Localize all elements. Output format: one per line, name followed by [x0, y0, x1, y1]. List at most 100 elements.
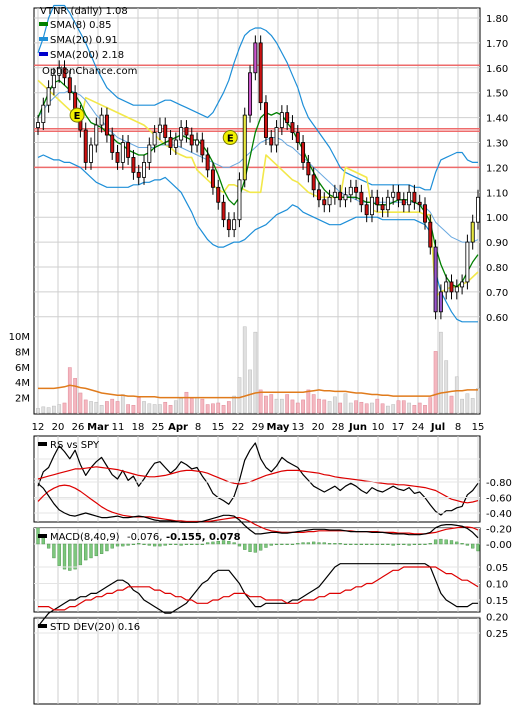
candle-body — [348, 186, 353, 196]
candle-body — [163, 124, 168, 138]
candle-body — [279, 112, 284, 128]
macd-histogram-bar — [152, 543, 157, 547]
macd-histogram-bar — [370, 543, 374, 546]
candle-body — [110, 134, 115, 153]
stddev-lines — [37, 563, 479, 627]
macd-histogram-bar — [349, 543, 353, 546]
macd-histogram-bar — [243, 543, 247, 550]
macd-histogram-bar — [354, 543, 358, 546]
volume-bar — [126, 404, 130, 414]
stddev-y-axis: 0.25 0.20 0.15 0.10 0.05 — [486, 563, 508, 640]
macd-histogram-bar — [269, 543, 273, 546]
volume-bar — [444, 360, 449, 414]
macd-y-tick-label: -0.20 — [486, 525, 512, 536]
candle-body — [253, 42, 258, 74]
macd-histogram-bar — [280, 543, 284, 546]
volume-y-tick-label: 10M — [9, 332, 30, 343]
volume-bar — [433, 351, 438, 414]
legend-swatch-sma200 — [39, 52, 48, 56]
volume-bar — [83, 399, 88, 414]
candle-body — [274, 127, 279, 146]
volume-bar — [52, 405, 56, 414]
volume-bar — [99, 405, 104, 414]
macd-histogram-bar — [99, 543, 104, 554]
volume-bar — [152, 404, 157, 414]
macd-histogram-bar — [84, 543, 88, 561]
macd-histogram-bar — [158, 543, 162, 547]
candle-body — [205, 154, 210, 171]
macd-histogram-bar — [386, 543, 390, 546]
volume-bar — [179, 398, 184, 414]
volume-bar — [195, 397, 199, 414]
candle-body — [338, 191, 343, 201]
price-y-tick-label: 1.30 — [486, 139, 508, 150]
date-x-tick-label: 29 — [252, 422, 265, 433]
macd-histogram — [36, 527, 480, 571]
candle-body — [168, 137, 173, 148]
candle-body — [131, 157, 136, 173]
candle-body — [237, 179, 242, 221]
date-x-tick-label: 13 — [292, 422, 305, 433]
macd-histogram-bar — [433, 539, 438, 545]
macd-histogram-bar — [407, 543, 411, 546]
volume-bar — [370, 402, 374, 414]
date-x-tick-label: Jun — [348, 422, 367, 433]
macd-histogram-bar — [301, 542, 305, 545]
volume-bar — [89, 401, 93, 414]
candle-body — [423, 204, 427, 223]
volume-bar — [311, 394, 316, 414]
candle-body — [232, 219, 237, 231]
volume-bar — [78, 392, 83, 414]
macd-histogram-bar — [142, 543, 146, 546]
volume-bar — [189, 398, 194, 414]
volume-bar — [391, 404, 396, 414]
price-y-tick-label: 0.90 — [486, 238, 508, 249]
date-x-tick-label: 17 — [392, 422, 405, 433]
rs-line — [37, 442, 479, 516]
macd-histogram-bar — [290, 543, 295, 546]
candle-body — [444, 281, 449, 293]
macd-histogram-bar — [190, 543, 194, 546]
macd-histogram-bar — [221, 540, 226, 545]
candle-body — [142, 162, 146, 178]
stddev-title: STD DEV(20) 0.16 — [50, 622, 140, 633]
date-x-tick-label: 15 — [212, 422, 225, 433]
volume-y-tick-label: 4M — [15, 378, 30, 389]
macd-y-tick-label: -0.00 — [486, 540, 512, 551]
candle-body — [62, 67, 67, 79]
macd-histogram-bar — [211, 541, 215, 545]
macd-histogram-bar — [179, 543, 183, 546]
macd-histogram-bar — [94, 543, 98, 557]
date-x-tick-label: 20 — [312, 422, 325, 433]
bollinger-upper-band — [37, 4, 478, 191]
macd-histogram-bar — [460, 543, 464, 545]
volume-bar — [285, 394, 290, 414]
volume-bar — [279, 398, 284, 414]
volume-bar — [105, 401, 109, 414]
volume-y-tick-label: 2M — [15, 394, 30, 405]
candle-body — [104, 114, 109, 136]
date-x-tick-label: Jul — [430, 422, 445, 433]
candle-body — [322, 199, 327, 206]
candle-body — [391, 191, 396, 198]
macd-histogram-bar — [333, 543, 337, 545]
candle-body — [210, 169, 215, 188]
candle-body — [417, 201, 422, 206]
candle-body — [470, 221, 475, 243]
volume-bar — [248, 369, 252, 414]
volume-bar — [359, 401, 364, 414]
volume-bar — [380, 403, 385, 414]
macd-histogram-bar — [78, 543, 83, 566]
volume-bar — [237, 377, 242, 414]
macd-histogram-bar — [327, 543, 332, 545]
date-x-tick-label: 28 — [332, 422, 345, 433]
macd-title: MACD(8,40,9) — [50, 532, 120, 543]
legend-sma20: SMA(20) 0.91 — [50, 35, 118, 46]
volume-bar — [73, 378, 77, 414]
price-y-tick-label: 1.20 — [486, 163, 508, 174]
candle-body — [263, 102, 268, 138]
candle-body — [46, 87, 51, 106]
price-y-tick-label: 1.70 — [486, 39, 508, 50]
candle-body — [380, 204, 385, 211]
candle-body — [354, 186, 359, 193]
